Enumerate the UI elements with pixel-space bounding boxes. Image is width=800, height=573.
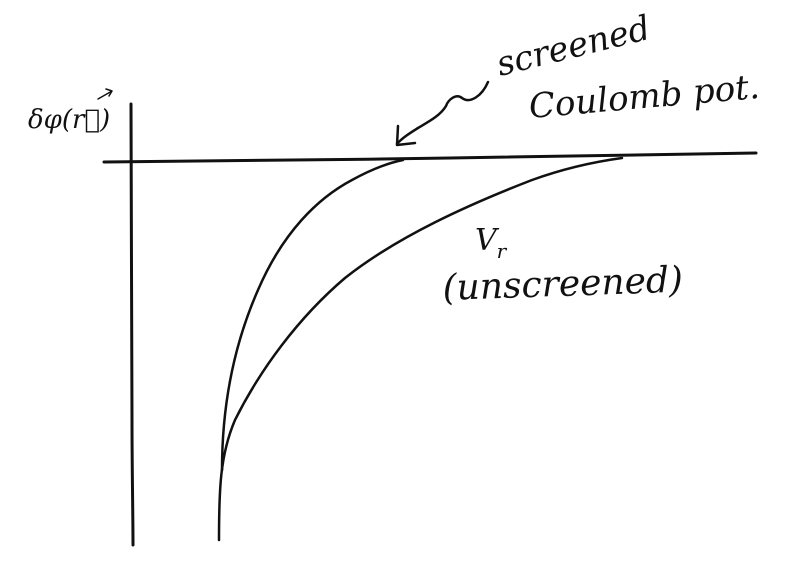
vector-arrow-icon <box>97 88 113 100</box>
screened-label-line2: Coulomb pot. <box>527 67 761 127</box>
unscreened-label: (unscreened) <box>442 260 684 309</box>
arrow-head-icon <box>395 124 417 147</box>
unscreened-potential-curve <box>217 156 624 542</box>
arrow-squiggle <box>395 80 490 146</box>
y-axis-line <box>129 102 135 547</box>
zero-line <box>102 151 758 164</box>
y-axis-label: δφ(r⃗) <box>28 105 110 135</box>
screened-label-line1: screened <box>493 8 655 85</box>
unscreened-r-subscript: r <box>497 239 508 263</box>
unscreened-v-symbol: V <box>475 223 500 258</box>
unscreened-curve-name: Vr <box>475 223 508 263</box>
screened-potential-curve <box>220 158 405 472</box>
